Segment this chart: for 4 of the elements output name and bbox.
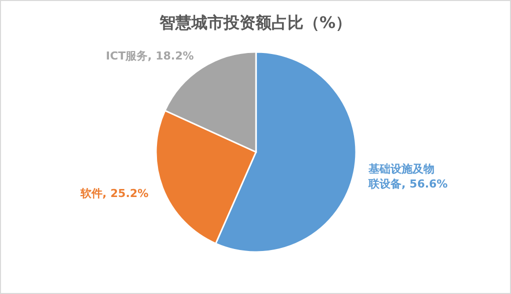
chart-title: 智慧城市投资额占比（%） bbox=[158, 13, 352, 32]
slice-label: 基础设施及物联设备, 56.6% bbox=[368, 162, 448, 191]
slice-label: ICT服务, 18.2% bbox=[106, 49, 194, 62]
slice-label: 软件, 25.2% bbox=[79, 186, 149, 200]
